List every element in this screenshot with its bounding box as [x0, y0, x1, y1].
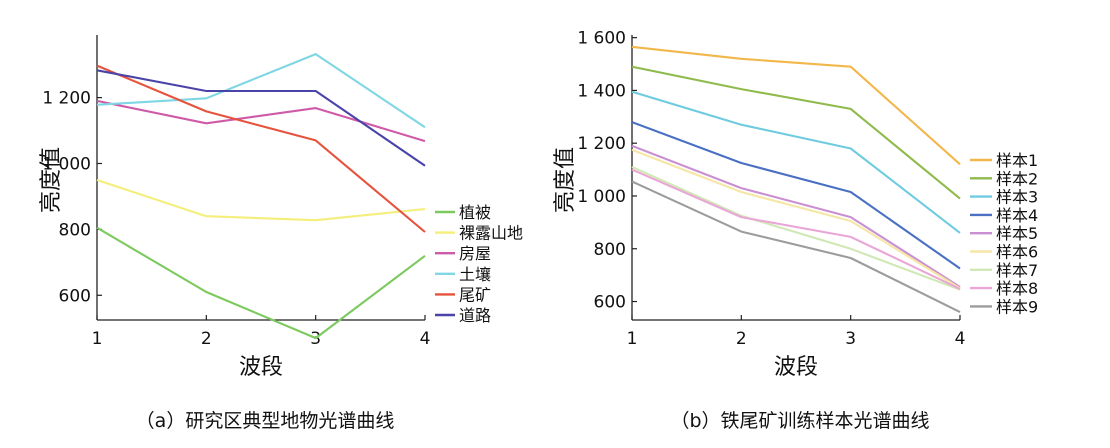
y-axis-title: 亮度值 — [553, 147, 578, 213]
series-line-b-7 — [631, 165, 961, 291]
series-line-a-3 — [96, 99, 426, 143]
x-tick-label: 1 — [627, 329, 638, 349]
y-tick-label: 1 600 — [577, 29, 626, 49]
y-tick-label: 1 200 — [577, 134, 626, 154]
series-line-b-2 — [631, 65, 961, 200]
y-tick-label: 1 000 — [577, 187, 626, 207]
x-axis-title: 波段 — [774, 355, 818, 380]
legend-label-a-3: 房屋 — [459, 244, 491, 263]
y-tick-label: 800 — [594, 240, 626, 260]
legend-label-a-2: 裸露山地 — [459, 224, 523, 243]
series-line-b-8 — [631, 168, 961, 290]
legend-label-b-1: 样本1 — [996, 151, 1038, 170]
y-tick-label: 1 000 — [42, 154, 91, 174]
x-axis-title: 波段 — [239, 355, 283, 380]
legend-label-a-4: 土壤 — [459, 265, 491, 284]
x-tick-label: 3 — [845, 329, 856, 349]
legend-label-b-3: 样本3 — [996, 188, 1038, 207]
series-line-b-4 — [631, 121, 961, 270]
series-line-a-6 — [96, 69, 426, 167]
series-line-a-1 — [96, 226, 426, 340]
chart-caption-a: （a）研究区典型地物光谱曲线 — [136, 410, 395, 432]
y-axis-title: 亮度值 — [39, 147, 64, 213]
x-tick-label: 2 — [736, 329, 747, 349]
legend-label-a-6: 道路 — [459, 306, 491, 325]
series-line-b-9 — [631, 180, 961, 314]
legend-label-b-8: 样本8 — [996, 279, 1038, 298]
series-line-b-3 — [631, 90, 961, 234]
y-tick-label: 600 — [59, 286, 91, 306]
legend-label-b-4: 样本4 — [996, 206, 1038, 225]
legend-label-a-5: 尾矿 — [459, 285, 491, 304]
chart-caption-b: （b）铁尾矿训练样本光谱曲线 — [670, 410, 929, 432]
y-tick-label: 800 — [59, 220, 91, 240]
series-line-a-4 — [96, 53, 426, 129]
series-line-b-5 — [631, 144, 961, 288]
y-tick-label: 600 — [594, 293, 626, 313]
y-tick-label: 1 200 — [42, 89, 91, 109]
series-line-b-6 — [631, 148, 961, 290]
legend-label-b-9: 样本9 — [996, 297, 1038, 316]
x-tick-label: 2 — [201, 329, 212, 349]
x-tick-label: 4 — [955, 329, 966, 349]
series-line-b-1 — [631, 45, 961, 166]
x-tick-label: 4 — [420, 329, 431, 349]
series-line-a-5 — [96, 64, 426, 233]
legend-label-b-2: 样本2 — [996, 169, 1038, 188]
legend-label-b-5: 样本5 — [996, 224, 1038, 243]
x-tick-label: 1 — [92, 329, 103, 349]
legend-label-a-1: 植被 — [459, 203, 491, 222]
legend-label-b-6: 样本6 — [996, 243, 1038, 262]
series-line-a-2 — [96, 179, 426, 222]
legend-label-b-7: 样本7 — [996, 261, 1038, 280]
y-tick-label: 1 400 — [577, 81, 626, 101]
